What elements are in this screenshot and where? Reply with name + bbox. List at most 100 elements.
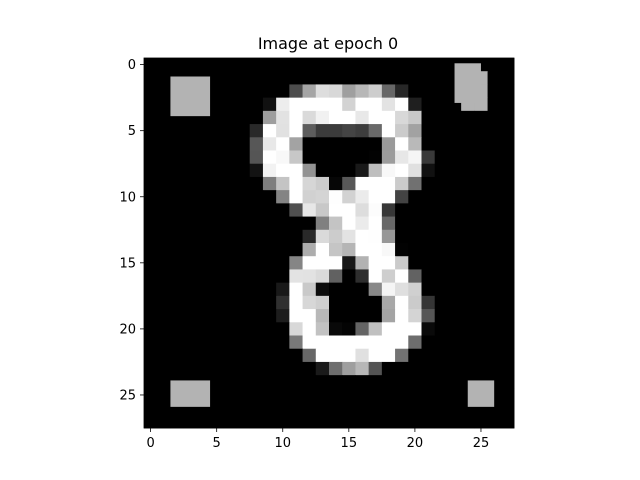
heatmap-cell [183,335,198,350]
heatmap-cell [355,71,370,85]
heatmap-cell [461,203,475,217]
heatmap-cell [289,348,303,363]
heatmap-cell [262,335,277,350]
heatmap-cell [395,150,409,165]
heatmap-cell [315,124,330,138]
heatmap-cell [408,163,422,178]
heatmap-cell [183,256,198,270]
heatmap-cell [447,176,462,191]
heatmap-cell [355,97,370,112]
heatmap-cell [421,295,436,310]
heatmap-cell [236,97,251,112]
heatmap-cell [223,190,237,204]
heatmap-cell [183,124,198,138]
heatmap-cell [487,150,502,165]
heatmap-cell [302,375,317,389]
heatmap-cell [395,203,409,217]
heatmap-cell [408,322,422,336]
heatmap-cell [183,58,198,72]
heatmap-cell [500,388,515,402]
heatmap-cell [461,309,475,323]
heatmap-cell [157,203,171,217]
heatmap-cell [355,414,370,429]
heatmap-cell [355,163,370,178]
heatmap-cell [395,110,409,125]
heatmap-cell [474,309,488,323]
heatmap-cell [434,269,449,284]
heatmap-cell [368,190,383,204]
y-tick-label: 5 [128,124,136,139]
heatmap-cell [289,414,303,429]
heatmap-cell [223,137,237,151]
heatmap-cell [183,229,198,244]
heatmap-cell [289,176,303,191]
heatmap-cell [276,190,290,204]
heatmap-cell [210,348,224,363]
heatmap-cell [355,229,370,244]
heatmap-cell [329,348,343,363]
heatmap-cell [421,190,436,204]
heatmap-cell [329,203,343,217]
heatmap-cell [421,335,436,350]
heatmap-cell [381,309,396,323]
heatmap-cell [381,388,396,402]
heatmap-cell [447,388,462,402]
heatmap-cell [368,295,383,310]
heatmap-cell [487,71,502,85]
heatmap-cell [408,388,422,402]
heatmap-cell [487,256,502,270]
heatmap-cell [329,414,343,429]
heatmap-cell [434,335,449,350]
heatmap-cell [434,203,449,217]
heatmap-cell [196,348,211,363]
heatmap-cell [500,295,515,310]
heatmap-cell [461,348,475,363]
corner-square [467,380,495,407]
heatmap-cell [302,322,317,336]
heatmap-cell [249,388,264,402]
heatmap-cell [381,295,396,310]
heatmap-cell [368,216,383,231]
heatmap-cell [381,190,396,204]
heatmap-cell [157,97,171,112]
heatmap-cell [249,282,264,297]
heatmap-cell [262,348,277,363]
heatmap-cell [289,256,303,270]
heatmap-cell [355,243,370,257]
heatmap-cell [289,388,303,402]
heatmap-cell [381,401,396,416]
heatmap-cell [157,216,171,231]
x-tick-label: 20 [407,436,424,451]
heatmap-cell [210,137,224,151]
heatmap-cell [262,71,277,85]
heatmap-cell [262,322,277,336]
heatmap-cell [342,58,356,72]
heatmap-cell [487,176,502,191]
heatmap-cell [302,58,317,72]
heatmap-cell [315,71,330,85]
heatmap-cell [434,110,449,125]
heatmap-cell [249,190,264,204]
heatmap-cell [236,348,251,363]
heatmap-cell [223,124,237,138]
heatmap-cell [249,401,264,416]
heatmap-cell [157,150,171,165]
heatmap-cell [447,375,462,389]
heatmap-cell [447,335,462,350]
heatmap-cell [315,401,330,416]
heatmap-cell [262,137,277,151]
heatmap-cell [262,163,277,178]
heatmap-cell [210,335,224,350]
corner-square [454,63,481,103]
heatmap-cell [461,163,475,178]
heatmap-cell [500,71,515,85]
heatmap-cell [183,414,198,429]
heatmap-cell [381,58,396,72]
heatmap-cell [474,137,488,151]
heatmap-cell [302,229,317,244]
heatmap-cell [210,110,224,125]
heatmap-cell [342,375,356,389]
heatmap-cell [381,216,396,231]
heatmap-cell [355,375,370,389]
heatmap-cell [342,137,356,151]
